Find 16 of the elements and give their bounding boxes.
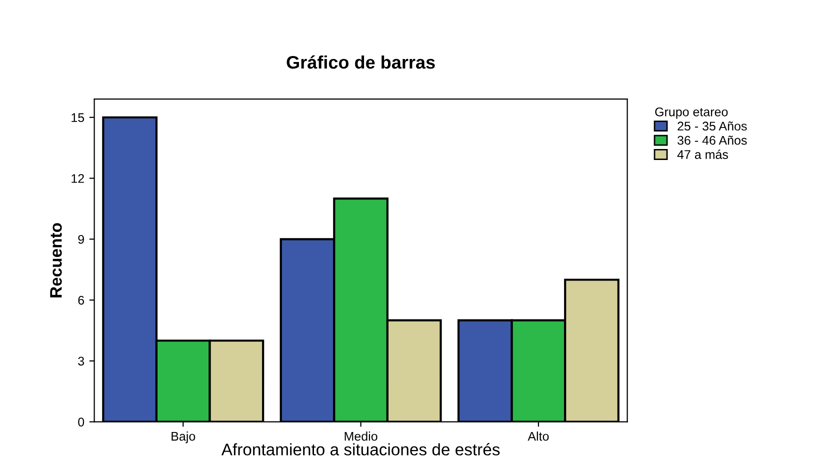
y-tick-label: 0 (78, 418, 84, 426)
legend-label: 25 - 35 Años (678, 121, 747, 131)
x-tick-label: Alto (528, 432, 549, 441)
chart-title: Gráfico de barras (286, 55, 435, 69)
legend-label: 47 a más (677, 150, 728, 159)
y-tick-label: 3 (78, 356, 84, 366)
y-tick-label: 6 (78, 296, 84, 305)
x-tick-label: Medio (344, 432, 378, 441)
y-tick-label: 12 (72, 174, 84, 183)
x-tick-label: Bajo (172, 432, 196, 444)
y-tick-label: 15 (72, 113, 84, 122)
legend-label: 36 - 46 Años (678, 136, 747, 145)
x-axis-title: Afrontamiento a situaciones de estrés (221, 442, 500, 456)
y-tick-label: 9 (78, 234, 84, 244)
legend-title: Grupo etareo (655, 107, 728, 119)
y-axis-title: Recuento (50, 223, 62, 298)
